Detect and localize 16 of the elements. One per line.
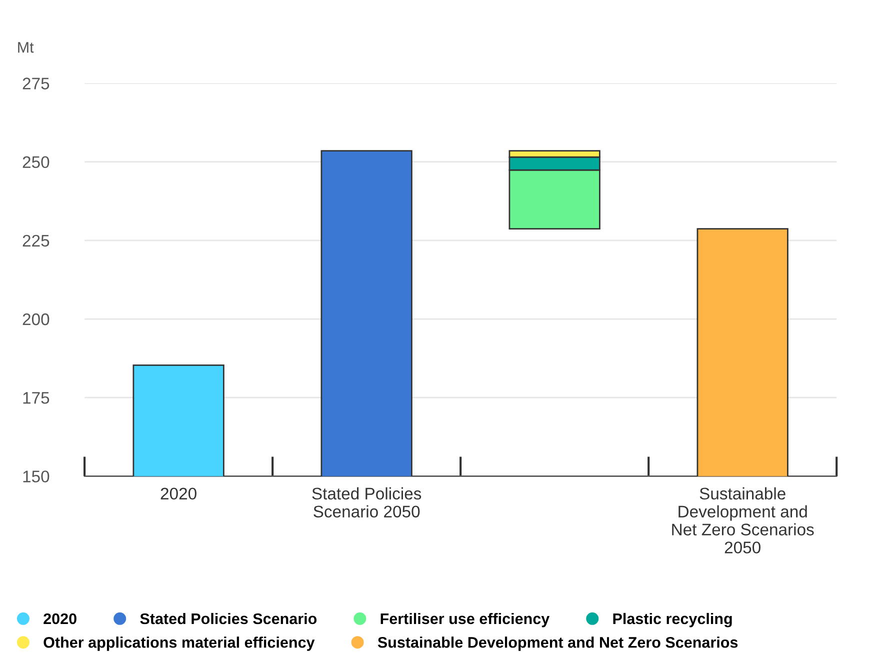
y-tick-label: 225 — [22, 234, 50, 247]
legend-label: Fertiliser use efficiency — [380, 612, 550, 628]
legend-label: Stated Policies Scenario — [140, 612, 317, 624]
y-tick-label: 250 — [22, 156, 50, 168]
y-tick-label: 275 — [22, 78, 50, 90]
legend-label: Plastic recycling — [613, 612, 732, 628]
y-tick-label: 200 — [22, 313, 50, 326]
legend-label: Sustainable Development and Net Zero Scenarios — [378, 636, 738, 651]
x-tick-label: Stated Policies Scenario 2050 — [312, 487, 422, 518]
legend-label: Other applications material efficiency — [44, 636, 315, 651]
y-tick-label: 175 — [23, 392, 50, 404]
x-tick-label: 2020 — [160, 488, 196, 500]
x-tick-label: Sustainable Development and Net Zero Scenarios 2050 — [672, 487, 814, 554]
y-tick-label: 150 — [23, 470, 50, 482]
legend-label: 2020 — [44, 613, 76, 624]
y-axis-title: Mt — [18, 42, 34, 53]
